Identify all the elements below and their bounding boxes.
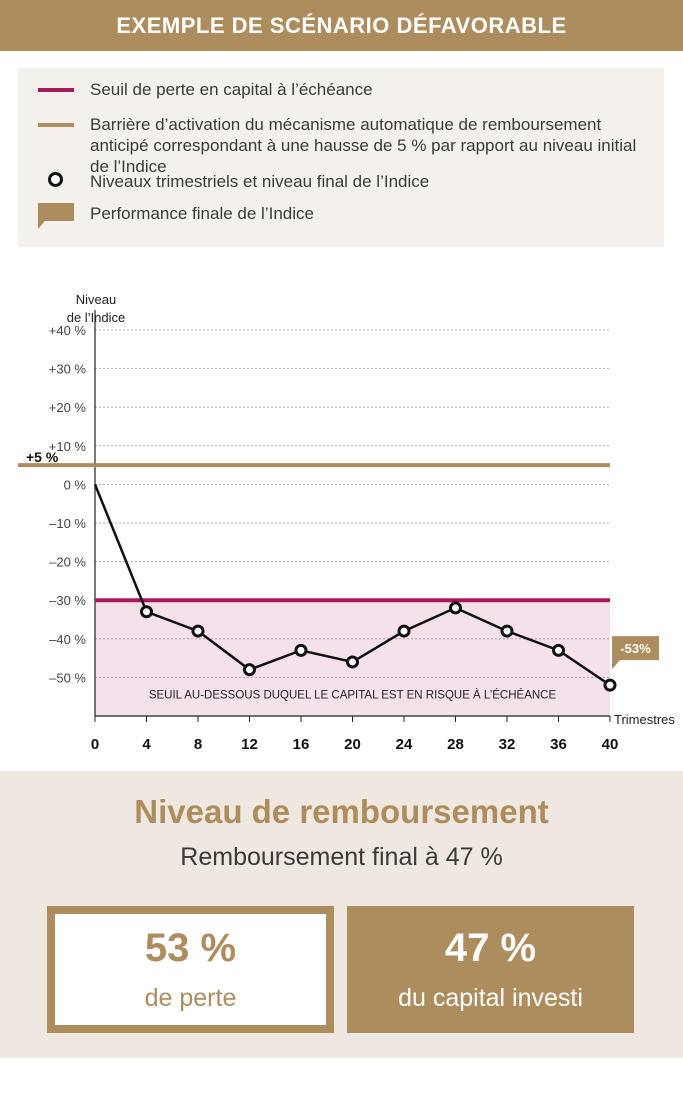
y-axis-label: de l’Indice xyxy=(67,310,126,325)
capital-card: 47 % du capital investi xyxy=(347,906,634,1033)
x-tick-label: 28 xyxy=(447,736,464,753)
circle-marker-icon xyxy=(48,172,63,187)
data-point xyxy=(191,624,205,638)
x-tick-label: 16 xyxy=(293,736,310,753)
y-tick-label: +40 % xyxy=(49,323,87,338)
capital-label: du capital investi xyxy=(398,984,583,1012)
data-point xyxy=(603,678,617,692)
data-point xyxy=(397,624,411,638)
final-performance-label: -53% xyxy=(620,641,651,656)
y-tick-label: –10 % xyxy=(49,516,86,531)
y-tick-label: –50 % xyxy=(49,670,86,685)
y-tick-label: –30 % xyxy=(49,593,86,608)
chart: +40 % +30 % +20 % +10 % 0 % –10 % –20 % –30 % –4… xyxy=(0,280,683,760)
data-point xyxy=(140,605,153,619)
x-tick-label: 32 xyxy=(499,736,516,753)
data-point xyxy=(500,624,514,638)
y-tick-label: +10 % xyxy=(49,439,87,454)
legend-label: Seuil de perte en capital à l’échéance xyxy=(90,80,373,99)
loss-label: de perte xyxy=(144,984,237,1012)
x-tick-label: 36 xyxy=(550,736,567,753)
magenta-line-icon xyxy=(38,88,74,92)
data-point xyxy=(552,643,565,657)
legend-label: Performance finale de l’Indice xyxy=(90,204,314,223)
data-point xyxy=(346,655,359,669)
data-point xyxy=(449,601,462,615)
y-tick-label: +30 % xyxy=(49,362,87,377)
loss-card: 53 % de perte xyxy=(47,906,334,1033)
legend-label: Niveaux trimestriels et niveau final de … xyxy=(90,172,430,191)
x-tick-label: 40 xyxy=(602,736,619,753)
y-tick-label: +20 % xyxy=(49,400,87,415)
x-axis-label: Trimestres xyxy=(614,712,675,727)
y-tick-label: –20 % xyxy=(49,555,86,570)
y-tick-label: 0 % xyxy=(64,477,87,492)
page-title: EXEMPLE DE SCÉNARIO DÉFAVORABLE xyxy=(0,0,683,51)
x-tick-label: 0 xyxy=(91,736,99,753)
loss-value: 53 % xyxy=(144,926,237,970)
summary-panel: Niveau de remboursement Remboursement fi… xyxy=(0,771,683,1058)
x-tick-label: 8 xyxy=(194,736,202,753)
legend-label: Barrière d’activation du mécanisme autom… xyxy=(90,115,637,176)
data-point xyxy=(294,643,308,657)
x-tick-label: 24 xyxy=(396,736,413,753)
risk-zone-label: SEUIL AU-DESSOUS DUQUEL LE CAPITAL EST E… xyxy=(149,688,557,701)
x-tick-label: 20 xyxy=(344,736,361,753)
barrier-label: +5 % xyxy=(26,449,59,465)
final-performance-bubble xyxy=(612,636,659,670)
y-axis-label: Niveau xyxy=(76,292,116,307)
summary-title: Niveau de remboursement xyxy=(134,793,549,830)
y-tick-label: –40 % xyxy=(49,632,86,647)
x-tick-label: 12 xyxy=(241,736,258,753)
x-tick-label: 4 xyxy=(142,736,151,753)
summary-subtitle: Remboursement final à 47 % xyxy=(180,843,503,871)
speech-bubble-icon xyxy=(38,203,74,229)
chart-svg: +40 % +30 % +20 % +10 % 0 % –10 % –20 % –30 % –4… xyxy=(18,292,675,753)
capital-value: 47 % xyxy=(444,926,537,970)
data-point xyxy=(243,663,256,677)
gold-line-icon xyxy=(38,123,74,127)
legend: Seuil de perte en capital à l’échéance B… xyxy=(18,68,664,247)
